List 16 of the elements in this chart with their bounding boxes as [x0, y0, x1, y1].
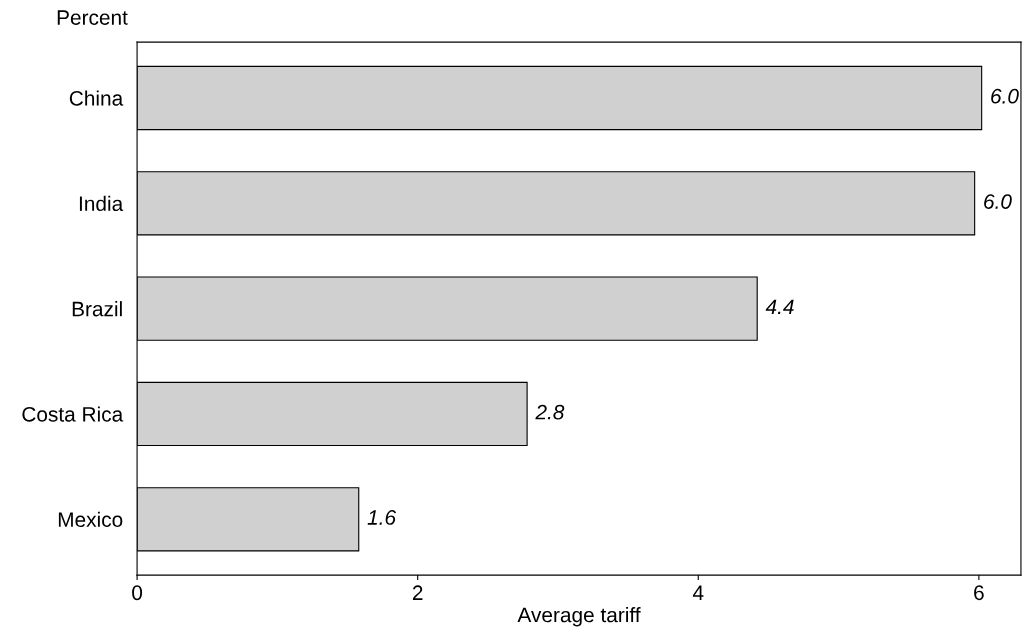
data-label: 2.8 [535, 404, 565, 420]
data-label: 1.6 [367, 510, 397, 525]
y-tick-label: Costa Rica [22, 406, 124, 422]
x-axis-title: Average tariff [517, 607, 641, 627]
y-tick-label: China [69, 90, 124, 106]
data-label: 6.0 [991, 88, 1019, 104]
x-tick-label: 4 [692, 585, 704, 600]
y-axis-title: Percent [57, 10, 128, 25]
y-tick-label: Mexico [58, 511, 123, 528]
data-label: 6.0 [984, 194, 1012, 209]
x-tick-label: 2 [412, 585, 423, 600]
data-label: 4.4 [765, 299, 794, 315]
x-tick-label: 6 [974, 585, 984, 601]
y-tick-label: Brazil [72, 301, 122, 317]
x-tick-label: 0 [132, 585, 143, 601]
y-tick-label: India [79, 195, 124, 212]
